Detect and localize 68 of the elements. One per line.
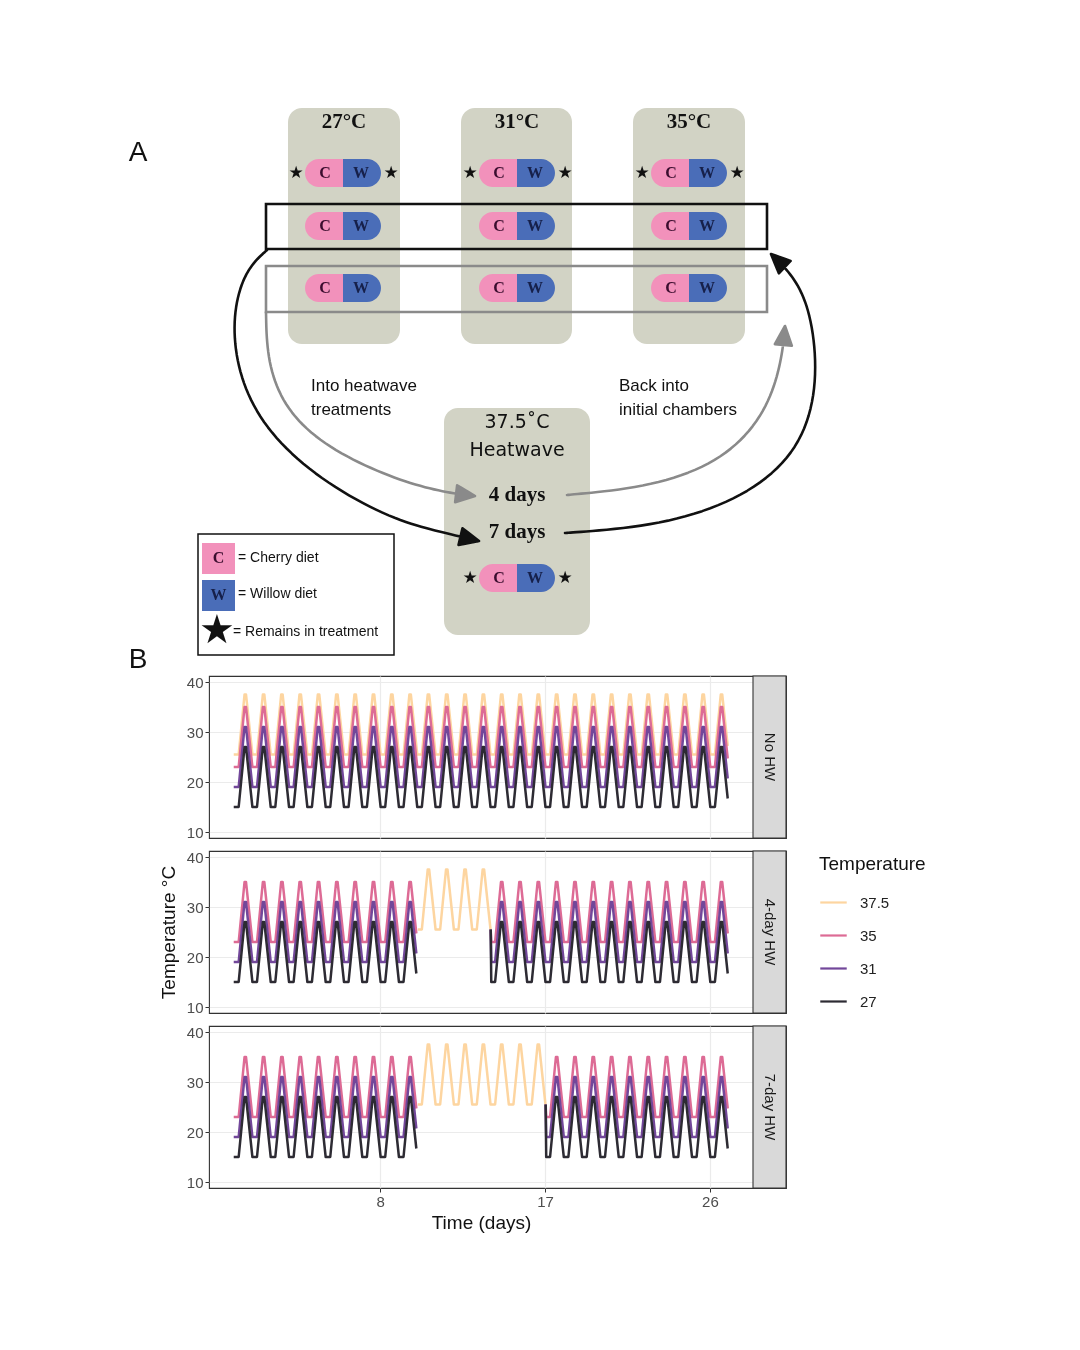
text: 27°C [321, 109, 367, 133]
text: W [699, 164, 715, 181]
y-axis-title: Temperature °C [157, 865, 179, 1000]
text: 4-day HW [761, 898, 779, 967]
text: ★ [729, 162, 745, 182]
text: 31°C [494, 109, 540, 133]
text: ★ [557, 567, 573, 587]
text: ★ [462, 567, 478, 587]
text: 7 days [488, 519, 546, 543]
text: A [128, 136, 148, 167]
text: W [527, 569, 543, 586]
y-tick-label: 10 [186, 823, 204, 841]
y-tick-label: 30 [186, 723, 204, 741]
y-tick-label: 40 [186, 673, 204, 691]
legend-label: 27 [860, 992, 877, 1010]
text: = Remains in treatment [233, 623, 379, 639]
text: B [128, 643, 148, 674]
x-axis-title: Time (days) [431, 1211, 532, 1233]
text: C [319, 279, 331, 296]
text: C [493, 569, 505, 586]
text: 35°C [666, 109, 712, 133]
text: ★ [557, 162, 573, 182]
text: Back into initial chambers [619, 376, 738, 419]
text: W [353, 164, 369, 181]
text: ★ [383, 162, 399, 182]
x-tick-label: 17 [537, 1192, 554, 1210]
text: = Cherry diet [238, 549, 319, 565]
x-tick-label: 8 [376, 1192, 385, 1210]
text: 7-day HW [761, 1073, 779, 1142]
y-tick-label: 20 [186, 773, 204, 791]
text: W [527, 217, 543, 234]
legend-label: 31 [860, 959, 877, 977]
text: C [665, 279, 677, 296]
text: 4 days [488, 482, 546, 506]
text: C [319, 164, 331, 181]
text: C [212, 549, 225, 566]
text: C [665, 164, 677, 181]
text: W [527, 164, 543, 181]
text: C [665, 217, 677, 234]
y-tick-label: 20 [186, 1123, 204, 1141]
text: W [210, 586, 227, 603]
text: W [699, 279, 715, 296]
text: No HW [761, 732, 779, 782]
text: Into heatwave treatments [311, 376, 417, 419]
legend-label: 37.5 [860, 893, 890, 911]
legend-title: Temperature [819, 853, 926, 874]
text: W [527, 279, 543, 296]
text: C [319, 217, 331, 234]
text: W [699, 217, 715, 234]
y-tick-label: 10 [186, 1173, 204, 1191]
text: W [353, 279, 369, 296]
text: C [493, 217, 505, 234]
y-tick-label: 40 [186, 848, 204, 866]
text: C [493, 279, 505, 296]
x-tick-label: 26 [702, 1192, 719, 1210]
y-tick-label: 30 [186, 898, 204, 916]
text: 37.5˚C Heatwave [469, 410, 565, 460]
text: ★ [634, 162, 650, 182]
text: ★ [462, 162, 478, 182]
legend-label: 35 [860, 926, 877, 944]
y-tick-label: 30 [186, 1073, 204, 1091]
y-tick-label: 20 [186, 948, 204, 966]
y-tick-label: 10 [186, 998, 204, 1016]
y-tick-label: 40 [186, 1023, 204, 1041]
text: ★ [288, 162, 304, 182]
text: W [353, 217, 369, 234]
text: C [493, 164, 505, 181]
text: = Willow diet [238, 585, 318, 601]
